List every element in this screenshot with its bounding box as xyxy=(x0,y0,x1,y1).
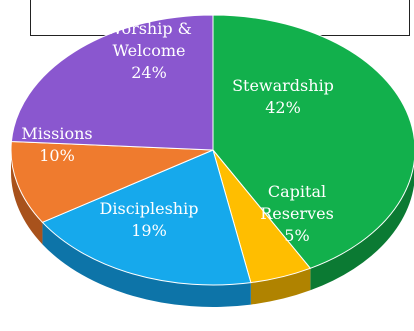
pie-label-worship-welcome: Welcome xyxy=(113,41,186,60)
pie-label-discipleship: Discipleship xyxy=(100,199,199,218)
pie-value-stewardship: 42% xyxy=(265,98,301,117)
pie-depth xyxy=(10,150,414,307)
pie-depth-discipleship xyxy=(42,222,251,307)
pie-depth-stewardship xyxy=(310,162,414,291)
pie-depth-capital-reserves xyxy=(250,268,311,305)
pie-slice-worship-welcome xyxy=(10,14,214,151)
pie-slice-discipleship xyxy=(41,149,252,286)
pie-value-worship-welcome: 24% xyxy=(131,63,167,82)
pie-value-capital-reserves: 5% xyxy=(284,226,309,245)
pie-label-worship-welcome: Worship & xyxy=(106,19,192,38)
pie-labels: Stewardship 42% Capital Reserves 5% Disciples… xyxy=(21,19,334,245)
pie-label-missions: Missions xyxy=(21,124,92,143)
pie-label-stewardship: Stewardship xyxy=(232,76,334,95)
pie-depth-missions xyxy=(10,150,43,245)
pie-value-missions: 10% xyxy=(39,146,75,165)
pie-slice-stewardship xyxy=(212,14,414,269)
pie-slices xyxy=(10,14,414,286)
pie-value-discipleship: 19% xyxy=(131,221,167,240)
pie-slice-missions xyxy=(10,141,214,223)
pie-label-capital-reserves: Capital xyxy=(268,182,326,201)
pie-label-capital-reserves: Reserves xyxy=(260,204,334,223)
